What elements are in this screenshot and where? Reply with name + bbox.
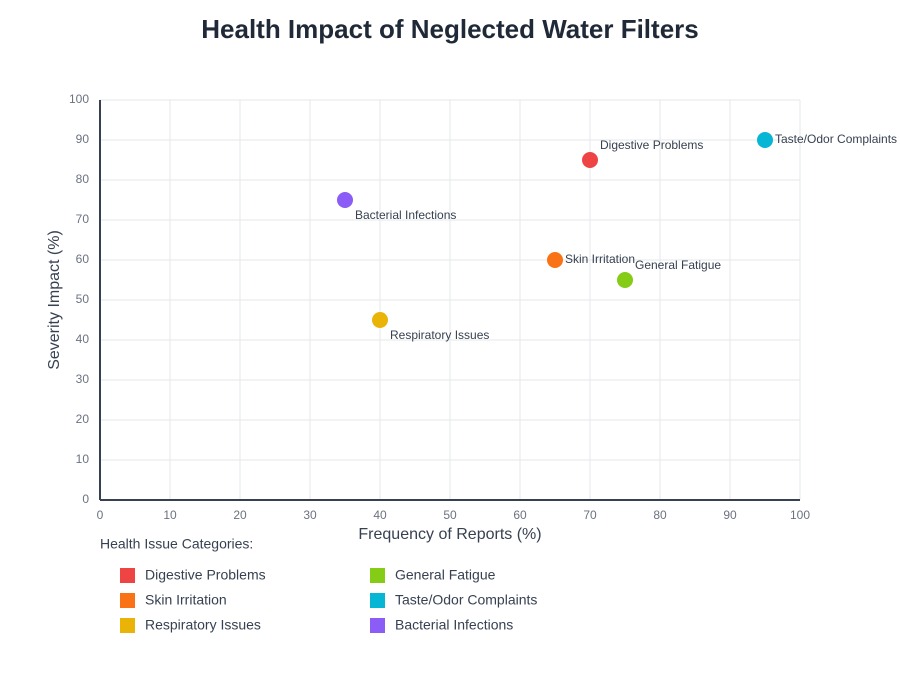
legend-swatch bbox=[120, 568, 135, 583]
point-label: General Fatigue bbox=[635, 258, 721, 272]
y-axis-label: Severity Impact (%) bbox=[46, 230, 63, 370]
legend-label: Taste/Odor Complaints bbox=[395, 592, 537, 608]
point-label: Skin Irritation bbox=[565, 252, 635, 266]
x-tick-label: 10 bbox=[163, 508, 177, 522]
x-tick-label: 60 bbox=[513, 508, 527, 522]
x-tick-label: 80 bbox=[653, 508, 667, 522]
legend-swatch bbox=[120, 618, 135, 633]
y-tick-label: 70 bbox=[76, 212, 90, 226]
y-tick-label: 90 bbox=[76, 132, 90, 146]
point bbox=[372, 312, 388, 328]
x-axis-label: Frequency of Reports (%) bbox=[358, 526, 541, 543]
x-tick-label: 0 bbox=[97, 508, 104, 522]
y-tick-label: 80 bbox=[76, 172, 90, 186]
y-tick-label: 50 bbox=[76, 292, 90, 306]
legend-label: General Fatigue bbox=[395, 567, 496, 583]
point-label: Respiratory Issues bbox=[390, 328, 489, 342]
point-label: Taste/Odor Complaints bbox=[775, 132, 897, 146]
legend-swatch bbox=[120, 593, 135, 608]
y-tick-label: 60 bbox=[76, 252, 90, 266]
point-label: Digestive Problems bbox=[600, 138, 703, 152]
legend-swatch bbox=[370, 618, 385, 633]
point bbox=[617, 272, 633, 288]
legend-title: Health Issue Categories: bbox=[100, 536, 253, 552]
point bbox=[337, 192, 353, 208]
y-tick-label: 100 bbox=[69, 92, 89, 106]
point bbox=[757, 132, 773, 148]
legend-label: Digestive Problems bbox=[145, 567, 266, 583]
point-label: Bacterial Infections bbox=[355, 208, 456, 222]
legend-label: Respiratory Issues bbox=[145, 617, 261, 633]
legend-swatch bbox=[370, 593, 385, 608]
x-tick-label: 50 bbox=[443, 508, 457, 522]
y-tick-label: 0 bbox=[82, 492, 89, 506]
legend-swatch bbox=[370, 568, 385, 583]
y-tick-label: 30 bbox=[76, 372, 90, 386]
chart-title: Health Impact of Neglected Water Filters bbox=[201, 14, 698, 44]
y-tick-label: 20 bbox=[76, 412, 90, 426]
point bbox=[582, 152, 598, 168]
point bbox=[547, 252, 563, 268]
x-tick-label: 40 bbox=[373, 508, 387, 522]
legend-label: Skin Irritation bbox=[145, 592, 227, 608]
x-tick-label: 100 bbox=[790, 508, 810, 522]
legend-label: Bacterial Infections bbox=[395, 617, 513, 633]
y-tick-label: 10 bbox=[76, 452, 90, 466]
y-tick-label: 40 bbox=[76, 332, 90, 346]
x-tick-label: 70 bbox=[583, 508, 597, 522]
x-tick-label: 20 bbox=[233, 508, 247, 522]
x-tick-label: 90 bbox=[723, 508, 737, 522]
x-tick-label: 30 bbox=[303, 508, 317, 522]
